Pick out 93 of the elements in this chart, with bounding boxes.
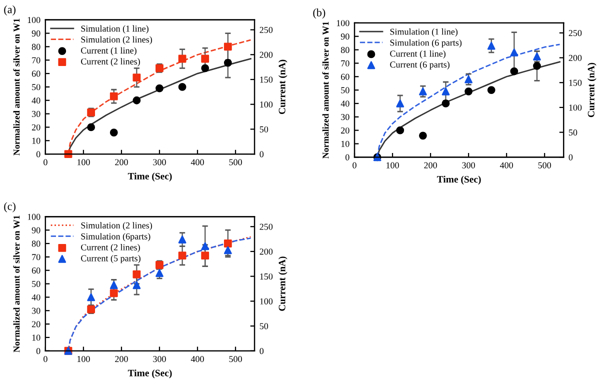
- chart-title: (c): [4, 202, 16, 212]
- y-tick-label: 20: [341, 127, 350, 134]
- y2-tick-label: 250: [260, 26, 273, 33]
- legend-label: Simulation (6 parts): [390, 39, 462, 48]
- x-tick-label: 100: [77, 159, 90, 166]
- y-axis-title: Normalized amount of silver on W1: [13, 216, 20, 352]
- y2-tick-label: 50: [568, 129, 578, 136]
- legend-label: Simulation (1 line): [390, 28, 458, 37]
- y2-axis-title: Current (nA): [278, 256, 288, 311]
- chart-title: (b): [313, 8, 326, 19]
- y-tick-label: 70: [32, 57, 40, 64]
- y2-tick-label: 200: [260, 248, 273, 255]
- y2-tick-label: 100: [260, 298, 273, 304]
- y2-tick-label: 100: [260, 101, 273, 108]
- x-tick-label: 300: [462, 162, 475, 168]
- y-tick-label: 40: [340, 100, 350, 107]
- y-tick-label: 10: [32, 138, 40, 144]
- y-tick-label: 60: [32, 70, 40, 77]
- y2-tick-label: 0: [260, 348, 264, 354]
- y-tick-label: 50: [32, 84, 40, 90]
- x-tick-label: 100: [77, 356, 90, 362]
- y-tick-label: 30: [32, 110, 40, 118]
- y-tick-label: 70: [341, 60, 350, 66]
- x-tick-label: 0: [352, 162, 356, 168]
- x-tick-label: 0: [44, 356, 48, 362]
- y-tick-label: 90: [340, 34, 350, 40]
- x-tick-label: 400: [500, 162, 513, 168]
- chart-title: (a): [4, 5, 16, 16]
- x-axis-title: Time (Sec): [128, 369, 172, 378]
- y-tick-label: 100: [28, 16, 40, 24]
- y-tick-label: 20: [32, 124, 40, 130]
- y2-tick-label: 250: [260, 224, 273, 230]
- x-axis-title: Time (Sec): [437, 176, 481, 185]
- x-axis-title: Time (Sec): [128, 172, 172, 182]
- y2-tick-label: 150: [569, 80, 582, 86]
- y-tick-label: 50: [341, 87, 350, 94]
- legend-label: Current (1 line): [390, 50, 446, 59]
- y-tick-label: 80: [32, 44, 40, 50]
- legend-label: Simulation (2 lines): [81, 36, 152, 44]
- y-tick-label: 100: [336, 20, 350, 26]
- y-tick-label: 0: [345, 154, 350, 160]
- y2-axis-title: Current (nA): [588, 62, 596, 118]
- y-tick-label: 0: [36, 151, 40, 158]
- y-axis-title: Normalized amount of silver on W1: [322, 22, 329, 159]
- y-tick-label: 40: [32, 97, 40, 104]
- y2-tick-label: 250: [568, 30, 582, 36]
- y2-tick-label: 0: [568, 154, 573, 160]
- y2-tick-label: 0: [260, 151, 264, 158]
- y-tick-label: 20: [32, 321, 40, 328]
- y-axis-title: Normalized amount of silver on W1: [13, 18, 20, 156]
- y-tick-label: 80: [32, 240, 40, 247]
- y-tick-label: 100: [28, 214, 40, 220]
- legend-label: Current (1 line): [81, 47, 136, 56]
- x-tick-label: 300: [153, 159, 166, 166]
- y2-axis-title: Current (nA): [278, 60, 288, 114]
- legend-label: Simulation (1 line): [81, 25, 148, 34]
- y-tick-label: 90: [32, 227, 40, 234]
- x-tick-label: 400: [190, 356, 204, 362]
- y-tick-label: 70: [32, 254, 40, 260]
- y2-tick-label: 150: [260, 273, 273, 280]
- x-tick-label: 200: [115, 356, 128, 362]
- legend-label: Current (6 parts): [390, 61, 450, 70]
- y-tick-label: 50: [32, 280, 40, 287]
- y2-tick-label: 200: [260, 52, 273, 58]
- x-tick-label: 500: [538, 162, 551, 168]
- x-tick-label: 0: [44, 159, 48, 166]
- x-tick-label: 300: [153, 356, 166, 362]
- y-tick-label: 60: [32, 267, 40, 274]
- y2-tick-label: 50: [260, 126, 268, 132]
- y-tick-label: 60: [341, 74, 350, 80]
- y-tick-label: 30: [32, 308, 40, 314]
- x-tick-label: 200: [424, 162, 437, 168]
- y2-tick-label: 150: [260, 76, 273, 83]
- legend-label: Simulation (2 lines): [81, 222, 152, 230]
- y-tick-label: 90: [32, 30, 40, 36]
- y-tick-label: 10: [341, 140, 350, 147]
- y2-tick-label: 200: [568, 54, 582, 61]
- x-tick-label: 200: [115, 159, 128, 166]
- y-tick-label: 0: [36, 348, 40, 354]
- legend-label: Simulation (6parts): [81, 233, 150, 242]
- legend-label: Current (5 parts): [81, 254, 140, 264]
- y-tick-label: 40: [32, 294, 40, 300]
- x-tick-label: 500: [229, 356, 242, 362]
- x-tick-label: 500: [229, 159, 242, 166]
- y2-tick-label: 50: [260, 323, 268, 330]
- y-tick-label: 10: [32, 334, 40, 341]
- legend-label: Current (2 lines): [81, 58, 140, 66]
- y-tick-label: 80: [340, 46, 350, 54]
- x-tick-label: 400: [190, 159, 204, 166]
- y-tick-label: 30: [341, 114, 350, 120]
- legend-label: Current (2 lines): [81, 244, 140, 252]
- y2-tick-label: 100: [569, 104, 582, 111]
- x-tick-label: 100: [386, 162, 399, 168]
